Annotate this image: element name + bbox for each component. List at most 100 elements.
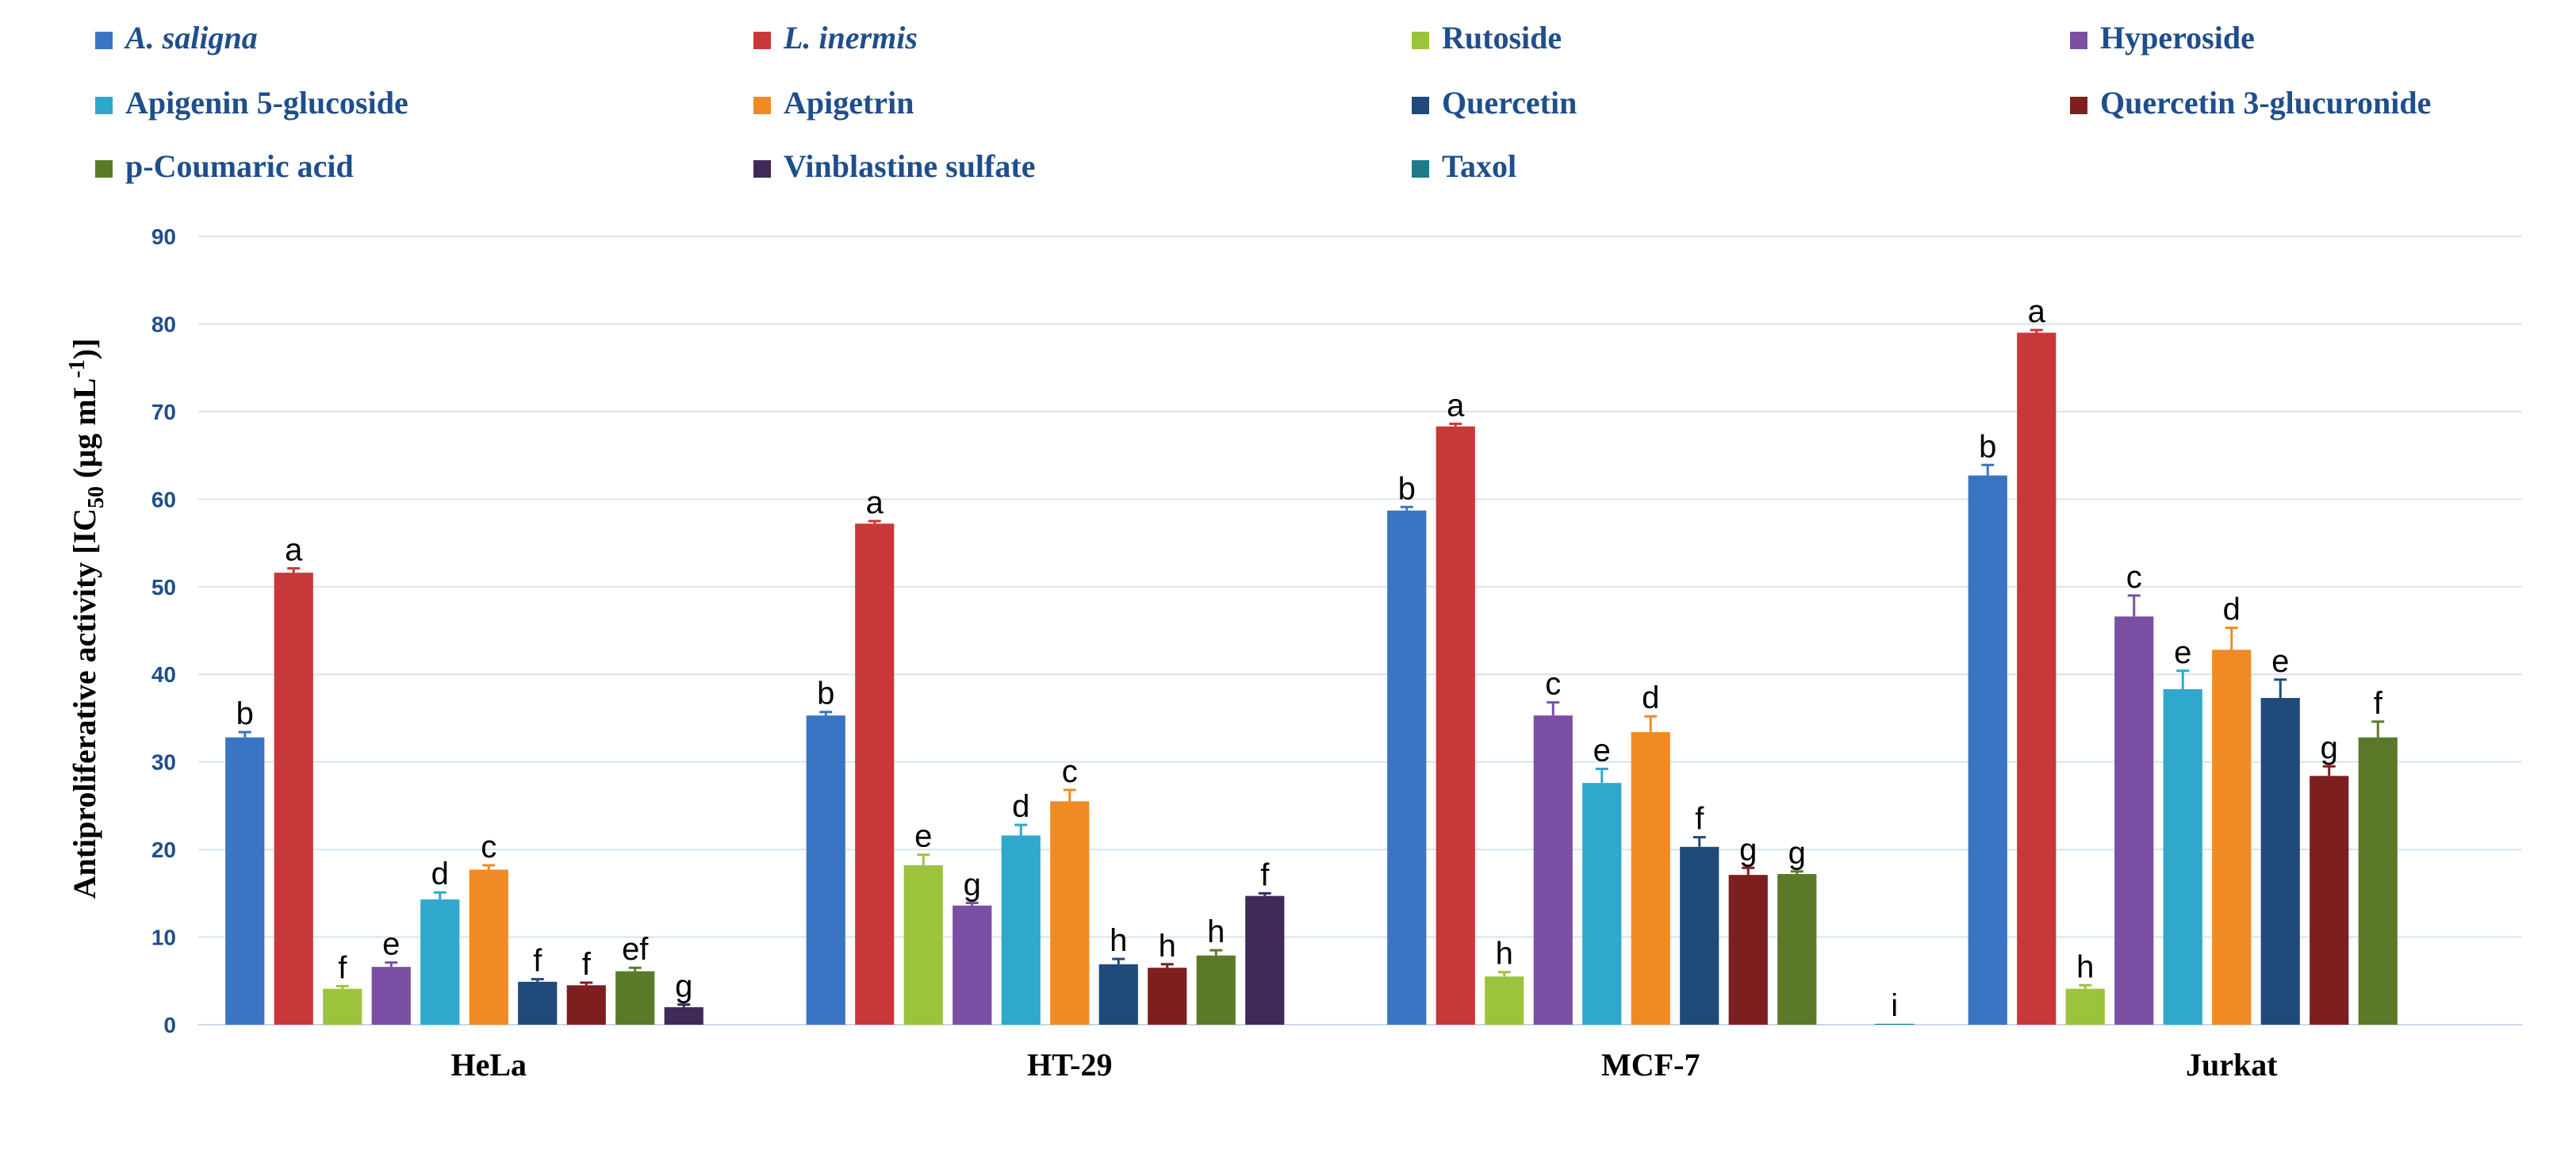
legend-swatch bbox=[753, 97, 771, 114]
legend-label: A. saligna bbox=[123, 20, 258, 56]
significance-letter: f bbox=[338, 950, 347, 985]
significance-letter: c bbox=[1545, 667, 1561, 702]
significance-letter: e bbox=[1593, 734, 1611, 769]
bar bbox=[1245, 895, 1285, 1025]
bar bbox=[903, 864, 943, 1025]
y-tick-label: 60 bbox=[151, 487, 176, 512]
bar bbox=[2017, 332, 2057, 1025]
y-axis-label-subscript: 50 bbox=[84, 486, 109, 508]
significance-letter: a bbox=[2028, 294, 2046, 329]
legend-swatch bbox=[2070, 32, 2087, 49]
significance-letter: g bbox=[2321, 730, 2338, 765]
y-axis-label-superscript: -1 bbox=[65, 359, 90, 378]
bar bbox=[371, 967, 411, 1025]
y-axis-label-part: (µg mL bbox=[67, 378, 102, 486]
significance-letter: b bbox=[1979, 429, 1996, 464]
bar bbox=[2260, 698, 2300, 1025]
legend-swatch bbox=[1412, 32, 1429, 49]
significance-letter: e bbox=[2271, 644, 2289, 679]
x-tick-label: MCF-7 bbox=[1601, 1047, 1700, 1083]
significance-letter: h bbox=[2076, 949, 2094, 984]
significance-letter: h bbox=[1159, 929, 1176, 964]
bar bbox=[615, 971, 655, 1025]
significance-letter: a bbox=[285, 533, 303, 568]
legend-swatch bbox=[1412, 97, 1429, 114]
significance-letter: e bbox=[914, 819, 932, 854]
bar bbox=[1050, 801, 1090, 1025]
significance-letter: ef bbox=[622, 932, 649, 967]
bar bbox=[664, 1006, 703, 1025]
y-tick-label: 50 bbox=[151, 575, 176, 600]
significance-letter: c bbox=[481, 830, 496, 864]
legend-item: Apigenin 5-glucoside bbox=[95, 85, 408, 121]
bar bbox=[1196, 955, 1236, 1025]
x-axis-ticks: HeLa HT-29 MCF-7 Jurkat bbox=[450, 1047, 2278, 1083]
legend-swatch bbox=[753, 32, 771, 49]
legend-swatch bbox=[2070, 97, 2087, 114]
significance-letter: e bbox=[2174, 635, 2191, 670]
significance-letter: i bbox=[1891, 988, 1898, 1023]
significance-letter: d bbox=[1012, 789, 1029, 824]
legend-label: Apigetrin bbox=[784, 85, 914, 121]
y-tick-label: 70 bbox=[151, 400, 176, 424]
x-tick-label: HT-29 bbox=[1027, 1047, 1112, 1083]
legend-label: Quercetin bbox=[1442, 85, 1577, 121]
y-axis-label-part: Antiproliferative activity [IC bbox=[67, 508, 102, 899]
significance-letter: c bbox=[2126, 560, 2142, 595]
bar bbox=[1148, 968, 1187, 1025]
bar bbox=[806, 715, 845, 1025]
significance-letter: a bbox=[866, 485, 884, 520]
chart-gridlines bbox=[198, 236, 2522, 1025]
significance-letter: f bbox=[533, 944, 542, 979]
significance-letter: h bbox=[1110, 923, 1127, 958]
bar bbox=[953, 905, 992, 1025]
x-tick-label: Jurkat bbox=[2186, 1047, 2278, 1083]
legend-item: Vinblastine sulfate bbox=[753, 148, 1035, 184]
bar bbox=[469, 869, 508, 1025]
y-axis-label: Antiproliferative activity [IC50 (µg mL-… bbox=[65, 339, 109, 899]
y-tick-label: 30 bbox=[151, 750, 176, 775]
bar bbox=[1001, 835, 1041, 1025]
bar bbox=[855, 523, 895, 1025]
bar bbox=[1387, 510, 1427, 1025]
bar bbox=[1875, 1023, 1915, 1025]
bar bbox=[1533, 715, 1573, 1025]
chart-legend: A. saligna L. inermis Rutoside Hyperoside Ap… bbox=[95, 20, 2431, 184]
bar bbox=[2212, 650, 2252, 1025]
significance-letter: h bbox=[1207, 914, 1225, 949]
bar bbox=[1631, 732, 1670, 1025]
legend-item: Hyperoside bbox=[2070, 20, 2255, 56]
legend-label: Taxol bbox=[1442, 148, 1516, 184]
bar bbox=[2065, 988, 2105, 1025]
y-tick-label: 20 bbox=[151, 838, 176, 862]
bar bbox=[566, 985, 606, 1025]
bar bbox=[1728, 875, 1768, 1025]
legend-swatch bbox=[95, 97, 113, 114]
significance-letter: g bbox=[675, 969, 692, 1004]
bar bbox=[420, 899, 460, 1025]
significance-letter: g bbox=[964, 867, 981, 902]
bar bbox=[323, 988, 362, 1025]
legend-swatch bbox=[95, 160, 113, 178]
y-tick-label: 0 bbox=[163, 1013, 176, 1037]
legend-item: A. saligna bbox=[95, 20, 258, 56]
legend-label: p-Coumaric acid bbox=[125, 148, 354, 184]
significance-letter: h bbox=[1496, 937, 1513, 972]
bar bbox=[1968, 475, 2007, 1025]
legend-swatch bbox=[95, 32, 113, 49]
legend-item: Quercetin 3-glucuronide bbox=[2070, 85, 2431, 121]
significance-letter: b bbox=[1398, 471, 1416, 506]
legend-item: p-Coumaric acid bbox=[95, 148, 354, 184]
legend-swatch bbox=[753, 160, 771, 178]
y-axis-label-part: )] bbox=[67, 339, 102, 360]
legend-label: Hyperoside bbox=[2100, 20, 2255, 56]
legend-label: Quercetin 3-glucuronide bbox=[2100, 85, 2431, 121]
legend-item: Apigetrin bbox=[753, 85, 914, 121]
bar bbox=[225, 737, 265, 1025]
legend-item: Rutoside bbox=[1412, 20, 1562, 56]
y-axis-ticks: 0 10 20 30 40 50 60 70 80 90 bbox=[151, 224, 176, 1037]
significance-letter: f bbox=[1260, 857, 1270, 892]
significance-letter: b bbox=[236, 696, 254, 731]
